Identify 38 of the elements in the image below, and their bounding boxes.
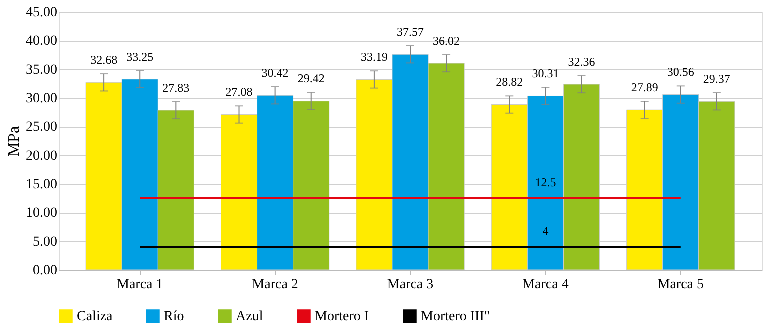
legend-label: Mortero I: [315, 309, 370, 324]
y-tick-label: 0.00: [33, 264, 58, 278]
x-tick-label: Marca 2: [252, 278, 298, 292]
data-label: 27.89: [631, 80, 658, 94]
data-label: 27.08: [226, 85, 253, 100]
data-label: 37.57: [397, 25, 424, 39]
data-label: 27.83: [162, 80, 190, 95]
legend-label: Mortero III": [421, 309, 490, 324]
data-label: 30.42: [262, 66, 289, 80]
data-label: 12.5: [535, 175, 556, 190]
data-label: 30.31: [532, 66, 560, 81]
data-label: 32.68: [90, 53, 118, 68]
data-label: 28.82: [496, 75, 524, 90]
data-label: 29.42: [298, 72, 325, 86]
legend-label: Azul: [236, 309, 264, 324]
legend-label: Caliza: [77, 309, 114, 324]
data-label: 30.56: [667, 65, 694, 80]
data-label: 33.25: [126, 50, 154, 64]
x-tick-label: Marca 1: [116, 278, 164, 292]
y-tick-label: 25.00: [26, 120, 58, 136]
y-tick-label: 5.00: [33, 234, 58, 250]
data-label: 32.36: [568, 54, 596, 69]
x-tick-label: Marca 4: [522, 278, 569, 292]
x-tick-label: Marca 5: [658, 278, 704, 292]
data-label: 36.02: [433, 34, 460, 48]
y-tick-label: 15.00: [26, 178, 58, 192]
data-label: 29.37: [703, 72, 730, 86]
y-tick-label: 40.00: [26, 34, 58, 50]
y-tick-label: 10.00: [26, 206, 58, 222]
y-axis-title: MPa: [6, 126, 23, 157]
y-tick-label: 45.00: [26, 6, 58, 20]
y-tick-label: 35.00: [26, 62, 58, 78]
data-label: 33.19: [360, 50, 388, 64]
x-tick-label: Marca 3: [387, 278, 434, 292]
y-tick-label: 30.00: [26, 92, 58, 106]
y-tick-label: 20.00: [26, 148, 58, 164]
legend-label: Río: [164, 309, 184, 324]
data-label: 4: [542, 224, 549, 238]
